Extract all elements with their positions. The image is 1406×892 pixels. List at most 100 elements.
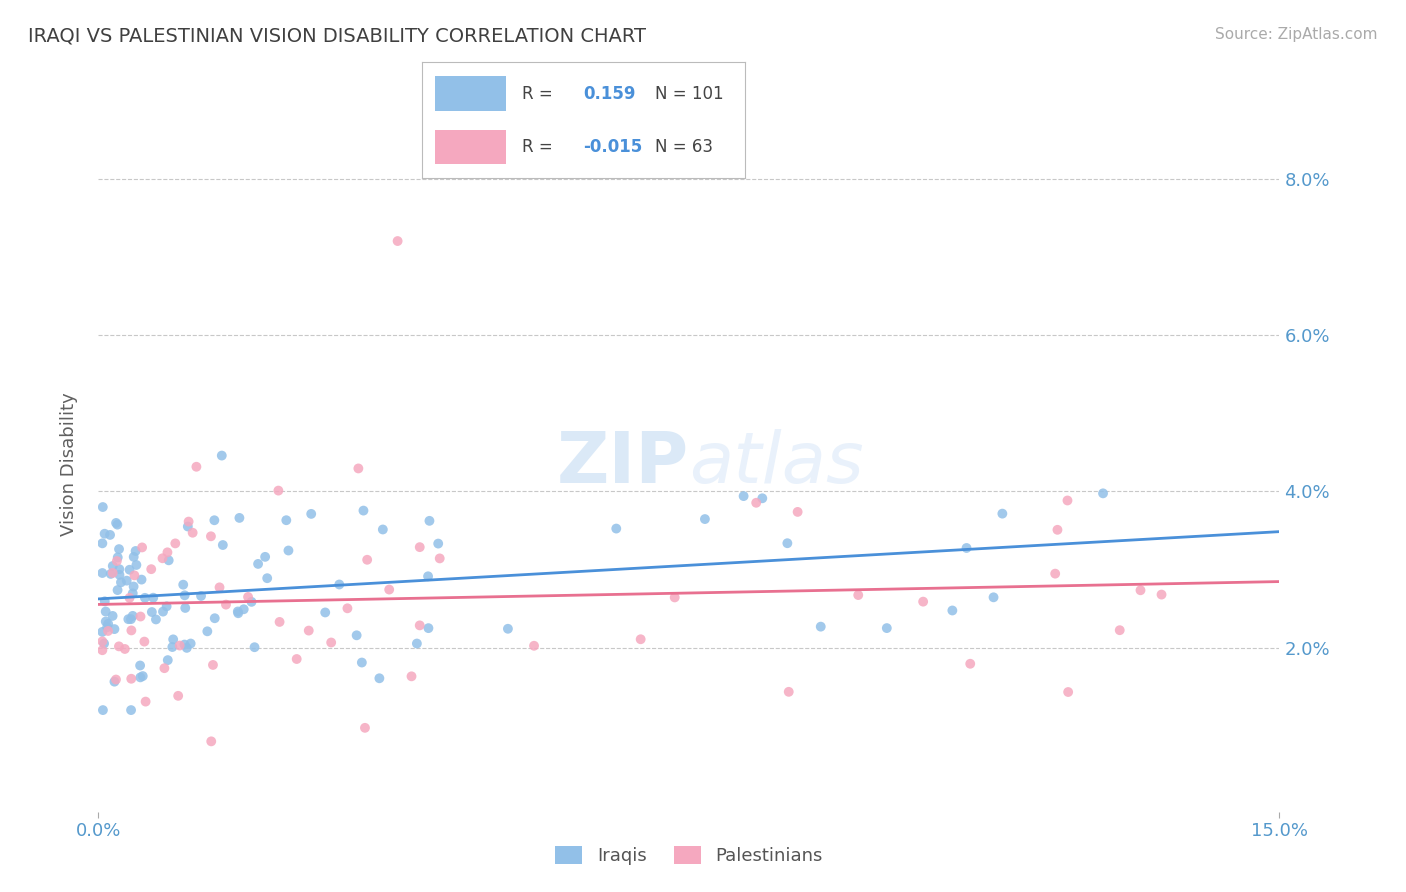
Point: [232, 602, 254, 616]
Point: [1108, 623, 1130, 637]
Point: [141, 562, 163, 576]
Point: [1056, 493, 1078, 508]
Point: [105, 554, 128, 568]
Point: [131, 573, 153, 587]
Point: [105, 516, 128, 530]
Point: [204, 611, 226, 625]
Point: [120, 624, 142, 638]
Point: [97, 624, 120, 638]
Point: [108, 542, 131, 557]
Point: [129, 658, 152, 673]
Point: [427, 536, 450, 550]
Point: [120, 703, 142, 717]
Point: [605, 522, 627, 536]
Text: atlas: atlas: [689, 429, 863, 499]
Point: [1057, 685, 1080, 699]
Point: [983, 591, 1005, 605]
Point: [254, 549, 277, 564]
Point: [1043, 566, 1066, 581]
Point: [409, 618, 432, 632]
Point: [955, 541, 977, 555]
Point: [97, 616, 120, 631]
Point: [94, 594, 117, 608]
Point: [236, 590, 259, 604]
Point: [378, 582, 401, 597]
Point: [132, 669, 155, 683]
Point: [98, 528, 121, 542]
Point: [96, 620, 118, 634]
Point: [664, 591, 686, 605]
Point: [1046, 523, 1069, 537]
Point: [91, 536, 114, 550]
Text: Source: ZipAtlas.com: Source: ZipAtlas.com: [1215, 27, 1378, 42]
Legend: Iraqis, Palestinians: Iraqis, Palestinians: [548, 838, 830, 872]
Point: [299, 507, 322, 521]
Point: [912, 594, 935, 608]
Point: [733, 489, 755, 503]
Point: [356, 553, 378, 567]
Text: 0.159: 0.159: [583, 85, 636, 103]
Point: [350, 656, 373, 670]
Point: [108, 640, 131, 654]
Point: [142, 591, 165, 605]
Point: [1150, 588, 1173, 602]
Point: [200, 529, 222, 543]
Point: [94, 605, 117, 619]
Point: [94, 615, 117, 629]
Point: [156, 599, 179, 614]
Point: [353, 503, 375, 517]
Point: [240, 595, 263, 609]
Point: [172, 577, 194, 591]
Point: [120, 612, 142, 626]
Point: [105, 517, 128, 532]
Point: [846, 588, 869, 602]
Point: [243, 640, 266, 655]
Point: [180, 636, 202, 650]
Point: [93, 636, 115, 650]
Point: [117, 612, 139, 626]
Text: -0.015: -0.015: [583, 138, 643, 156]
Point: [298, 624, 321, 638]
Text: ZIP: ZIP: [557, 429, 689, 499]
Point: [277, 543, 299, 558]
Point: [523, 639, 546, 653]
Point: [121, 608, 143, 623]
FancyBboxPatch shape: [434, 77, 506, 112]
Point: [156, 653, 179, 667]
Point: [195, 624, 218, 639]
Point: [745, 496, 768, 510]
Text: R =: R =: [522, 138, 553, 156]
Point: [107, 583, 129, 598]
Point: [347, 461, 370, 475]
Point: [371, 523, 394, 537]
Point: [991, 507, 1014, 521]
Point: [406, 636, 429, 650]
Point: [135, 695, 157, 709]
Point: [190, 589, 212, 603]
Point: [165, 536, 187, 550]
Point: [418, 514, 440, 528]
Point: [876, 621, 898, 635]
Point: [156, 545, 179, 559]
Point: [201, 657, 224, 672]
Point: [959, 657, 981, 671]
Point: [401, 669, 423, 683]
Point: [134, 634, 156, 648]
Point: [314, 606, 336, 620]
Text: N = 63: N = 63: [655, 138, 713, 156]
Point: [122, 549, 145, 564]
Point: [91, 624, 114, 639]
Point: [101, 608, 124, 623]
Point: [416, 569, 439, 583]
Point: [153, 661, 176, 675]
Point: [941, 603, 963, 617]
Point: [174, 601, 197, 615]
Point: [228, 511, 250, 525]
Point: [108, 562, 131, 576]
Point: [387, 234, 409, 248]
Point: [91, 643, 114, 657]
Point: [630, 632, 652, 647]
Point: [429, 551, 451, 566]
Point: [129, 670, 152, 684]
Point: [693, 512, 716, 526]
